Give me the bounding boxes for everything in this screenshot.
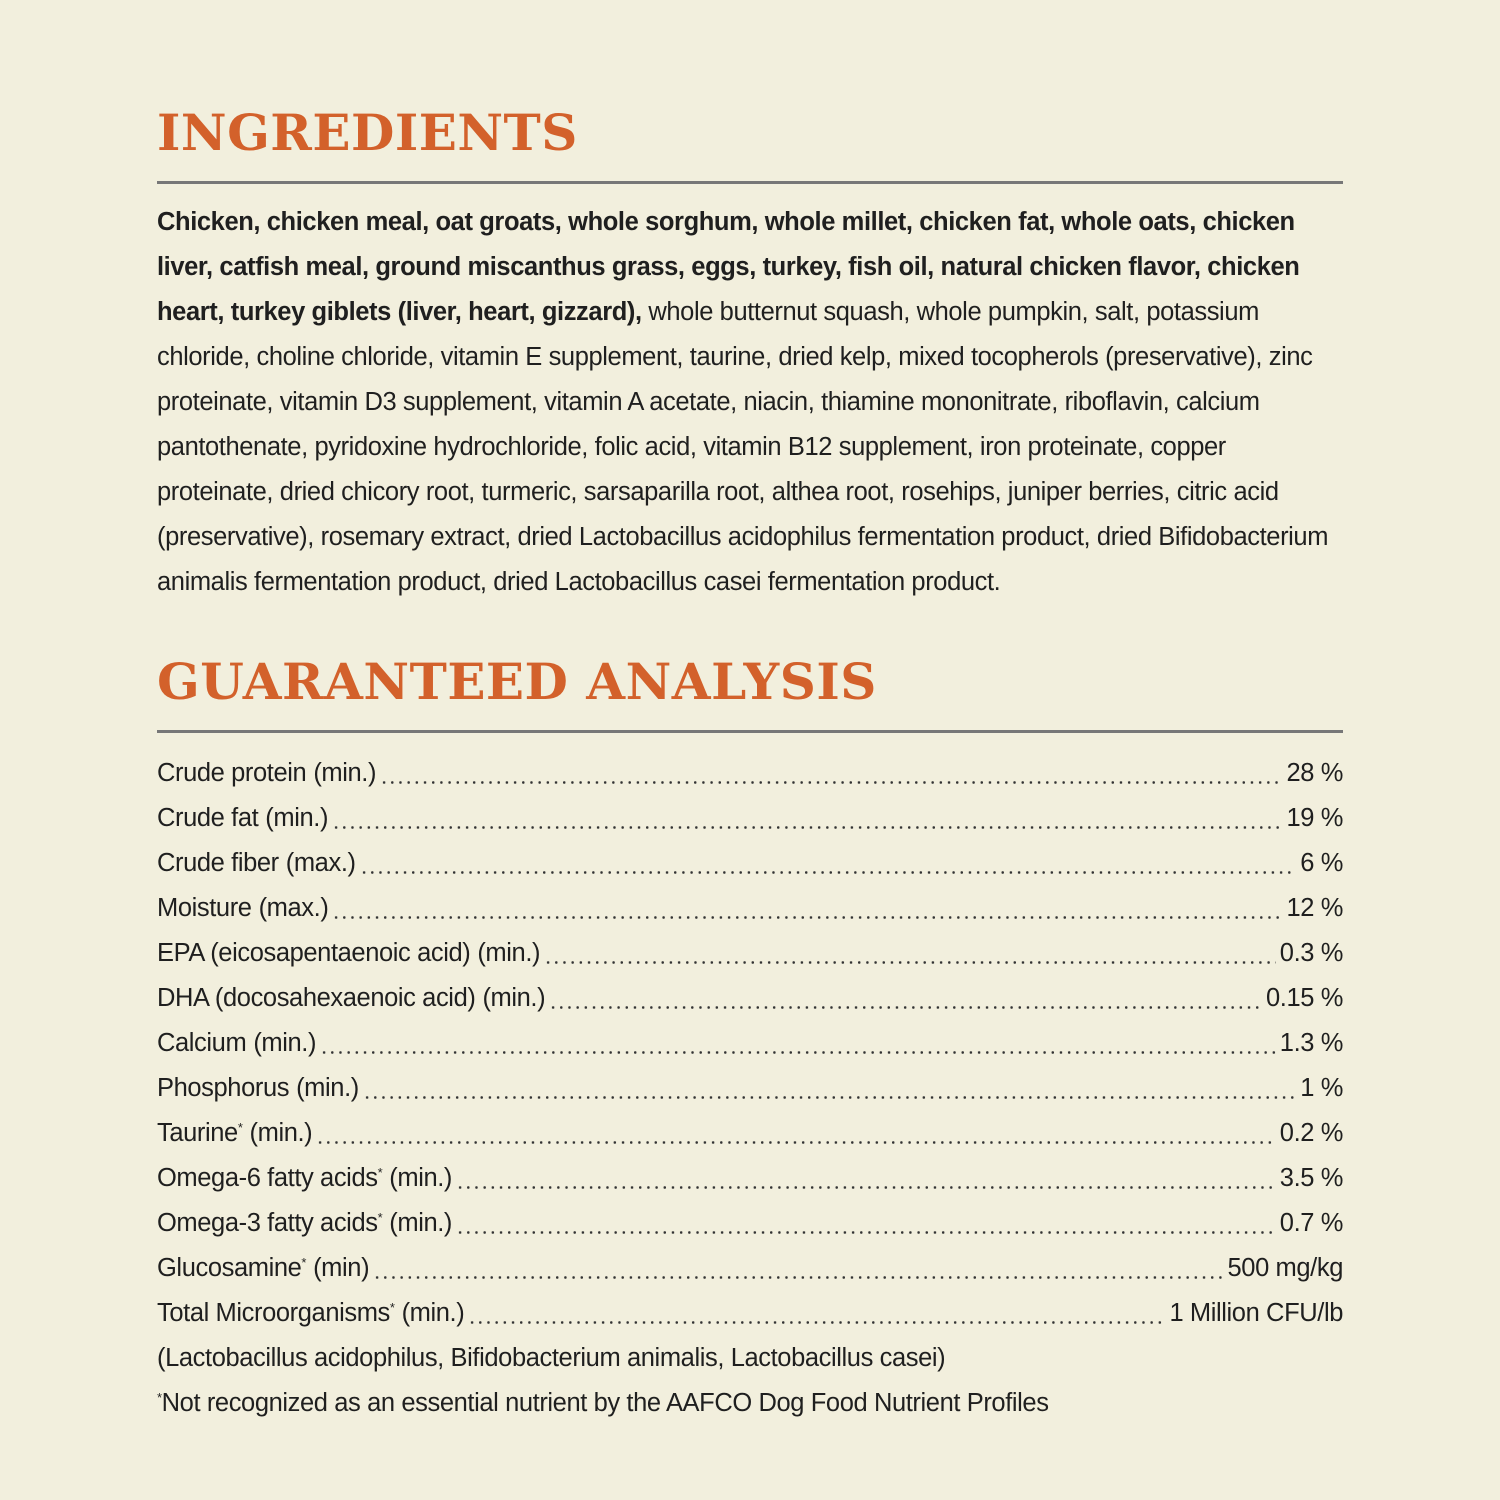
dot-leader [316,1141,1276,1144]
divider [157,181,1343,184]
nutrient-name: Omega-3 fatty acids [157,1209,378,1237]
footnote-mark: * [389,1300,395,1315]
analysis-row: Crude fat (min.) 19 % [157,796,1343,841]
nutrient-label: Glucosamine* (min) [157,1246,370,1291]
analysis-row: Taurine* (min.) 0.2 % [157,1111,1343,1156]
ingredients-section: INGREDIENTS Chicken, chicken meal, oat g… [157,103,1343,605]
analysis-section: GUARANTEED ANALYSIS Crude protein (min.) 2… [157,652,1343,1426]
nutrient-qualifier: (min.) [265,804,329,832]
analysis-row: Calcium (min.) 1.3 % [157,1021,1343,1066]
footnote-mark: * [157,1390,162,1405]
ingredients-regular: whole butternut squash, whole pumpkin, s… [157,298,1329,596]
nutrient-qualifier: (min.) [482,984,546,1012]
analysis-row: Moisture (max.) 12 % [157,886,1343,931]
analysis-row: DHA (docosahexaenoic acid) (min.) 0.15 % [157,976,1343,1021]
nutrient-value: 3.5 % [1279,1164,1344,1192]
nutrient-label: Crude fiber (max.) [157,841,356,886]
analysis-row: Omega-6 fatty acids* (min.) 3.5 % [157,1156,1343,1201]
nutrient-name: Taurine [157,1119,238,1147]
dot-leader [332,826,1283,829]
nutrient-value: 0.7 % [1279,1209,1344,1237]
dot-leader [373,1276,1224,1279]
nutrient-value: 6 % [1300,849,1343,877]
nutrient-label: EPA (eicosapentaenoic acid) (min.) [157,931,541,976]
nutrient-qualifier: (min.) [253,1029,317,1057]
nutrient-value: 1 % [1300,1074,1343,1102]
analysis-row: EPA (eicosapentaenoic acid) (min.) 0.3 % [157,931,1343,976]
ingredients-bold: Chicken, chicken meal, oat groats, whole… [157,208,1300,326]
nutrient-value: 1 Million CFU/lb [1169,1299,1343,1327]
nutrient-name: Phosphorus [157,1074,290,1102]
nutrient-name: Crude fat [157,804,259,832]
nutrient-label: Total Microorganisms* (min.) [157,1291,465,1336]
nutrient-qualifier: (max.) [285,849,356,877]
nutrient-qualifier: (min.) [296,1074,359,1102]
analysis-row: Crude fiber (max.) 6 % [157,841,1343,886]
analysis-row: Total Microorganisms* (min.) 1 Million CFU… [157,1291,1343,1336]
nutrient-value: 1.3 % [1279,1029,1344,1057]
nutrient-qualifier: (min.) [389,1209,453,1237]
dot-leader [549,1006,1262,1009]
dot-leader [359,871,1297,874]
nutrient-name: Crude fiber [157,849,279,877]
nutrient-label: Omega-3 fatty acids* (min.) [157,1201,452,1246]
nutrient-qualifier: (min.) [389,1164,453,1192]
analysis-row: Crude protein (min.) 28 % [157,751,1343,796]
section-heading: GUARANTEED ANALYSIS [157,652,877,711]
nutrient-name: Omega-6 fatty acids [157,1164,378,1192]
nutrient-label: DHA (docosahexaenoic acid) (min.) [157,976,546,1021]
footnote-text: Not recognized as an essential nutrient … [161,1389,1049,1417]
footnote-mark: * [377,1210,383,1225]
dot-leader [456,1231,1276,1234]
nutrient-name: DHA (docosahexaenoic acid) [157,984,476,1012]
dot-leader [320,1051,1276,1054]
nutrient-name: Calcium [157,1029,247,1057]
footnote-mark: * [237,1120,243,1135]
dot-leader [544,961,1276,964]
analysis-row: Glucosamine* (min) 500 mg/kg [157,1246,1343,1291]
nutrient-name: Total Microorganisms [157,1299,390,1327]
analysis-row: Omega-3 fatty acids* (min.) 0.7 % [157,1201,1343,1246]
divider [157,730,1343,733]
nutrient-value: 500 mg/kg [1227,1254,1344,1282]
footnote-mark: * [301,1255,307,1270]
nutrient-qualifier: (min) [313,1254,370,1282]
analysis-row: Phosphorus (min.) 1 % [157,1066,1343,1111]
dot-leader [456,1186,1276,1189]
dot-leader [362,1096,1297,1099]
nutrient-value: 0.15 % [1266,984,1343,1012]
nutrient-name: EPA (eicosapentaenoic acid) [157,939,471,967]
nutrient-name: Glucosamine [157,1254,302,1282]
nutrient-qualifier: (min.) [401,1299,465,1327]
nutrient-name: Crude protein [157,759,307,787]
ingredients-text: Chicken, chicken meal, oat groats, whole… [157,200,1343,605]
nutrient-qualifier: (min.) [249,1119,313,1147]
nutrient-qualifier: (min.) [477,939,541,967]
section-heading: INGREDIENTS [157,103,578,162]
dot-leader [380,781,1283,784]
nutrient-label: Moisture (max.) [157,886,329,931]
nutrient-value: 0.3 % [1279,939,1344,967]
dot-leader [332,916,1283,919]
microorganisms-note: (Lactobacillus acidophilus, Bifidobacter… [157,1344,946,1372]
footnote-mark: * [377,1165,383,1180]
nutrient-qualifier: (min.) [313,759,377,787]
nutrient-value: 0.2 % [1279,1119,1344,1147]
nutrient-value: 19 % [1286,804,1343,832]
nutrient-label: Crude fat (min.) [157,796,328,841]
nutrient-label: Omega-6 fatty acids* (min.) [157,1156,452,1201]
nutrient-value: 28 % [1286,759,1343,787]
nutrient-label: Crude protein (min.) [157,751,376,796]
dot-leader [468,1321,1166,1324]
nutrient-value: 12 % [1286,894,1343,922]
analysis-table: Crude protein (min.) 28 % Crude fat (min.) 19… [157,751,1343,1336]
nutrient-name: Moisture [157,894,252,922]
nutrient-label: Calcium (min.) [157,1021,316,1066]
nutrient-label: Phosphorus (min.) [157,1066,359,1111]
footnote: *Not recognized as an essential nutrient… [157,1381,1343,1426]
nutrient-qualifier: (max.) [258,894,329,922]
nutrient-label: Taurine* (min.) [157,1111,313,1156]
